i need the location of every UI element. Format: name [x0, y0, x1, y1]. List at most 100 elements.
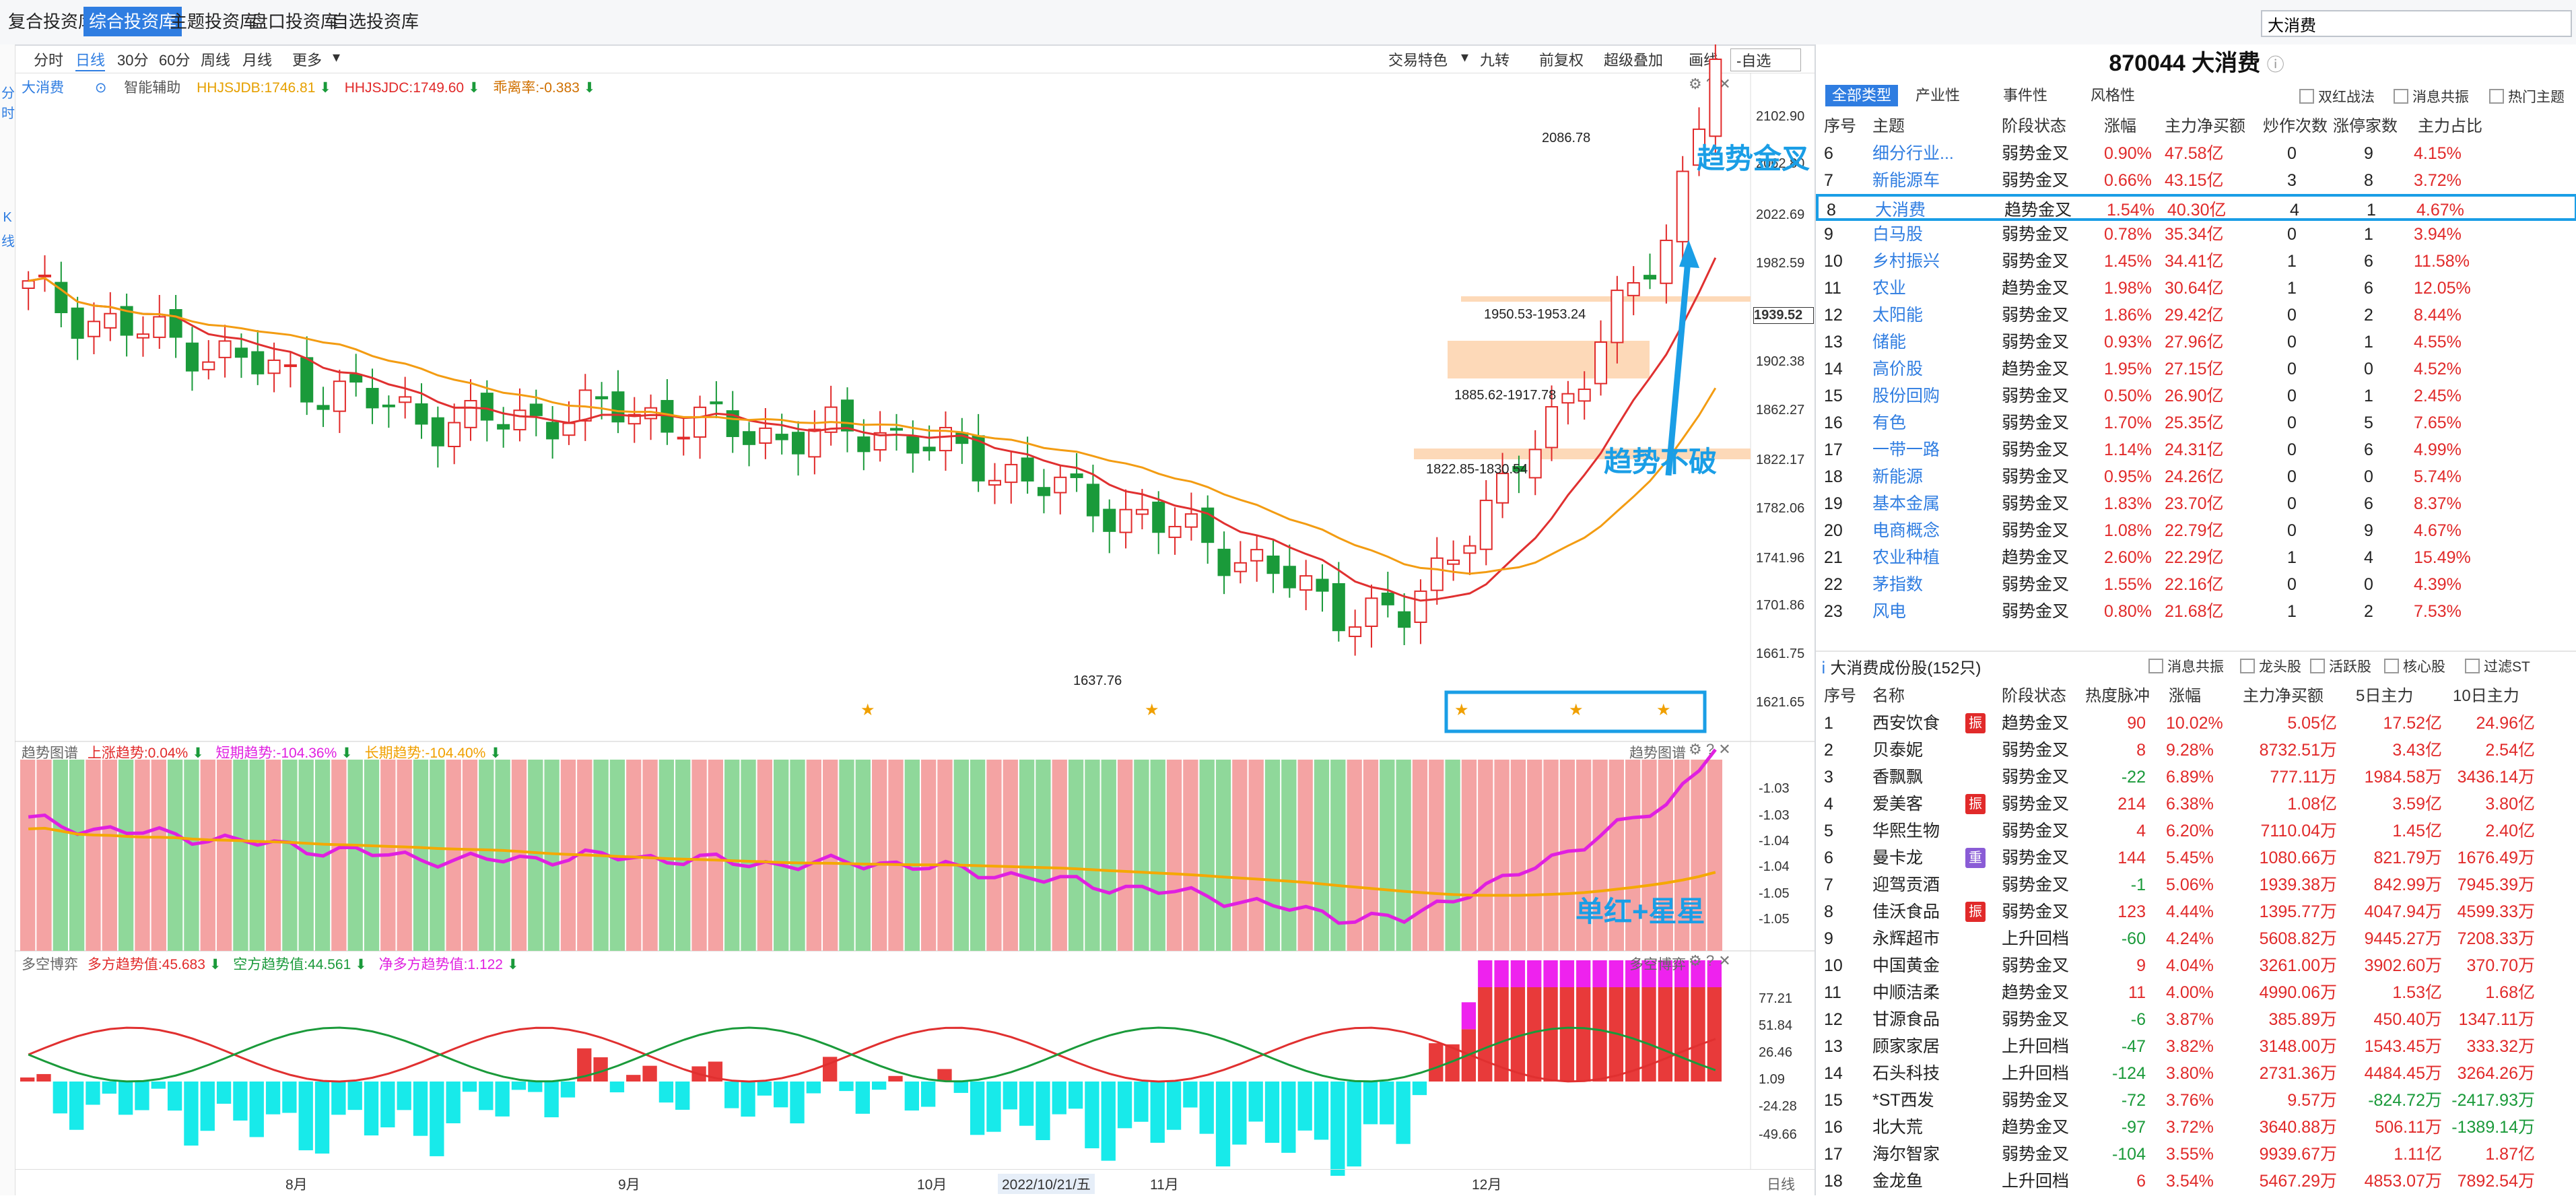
theme-cell[interactable]: 太阳能 [1872, 306, 1924, 325]
tab-industry[interactable]: 产业性 [1916, 87, 1961, 104]
info-icon[interactable]: ⓘ [2266, 55, 2284, 75]
theme-row[interactable]: 19 基本金属 弱势金叉 1.83% 23.70亿 0 6 8.37% [1816, 490, 2576, 517]
stock-row[interactable]: 16 北大荒 趋势金叉 -97 3.72% 3640.88万 506.11万 -1389.14… [1816, 1114, 2576, 1141]
theme-cell[interactable]: 电商概念 [1872, 521, 1940, 540]
chevron-down-icon[interactable]: ▾ [333, 48, 341, 65]
theme-row[interactable]: 22 茅指数 弱势金叉 1.55% 22.16亿 0 0 4.39% [1816, 571, 2576, 598]
stock-row[interactable]: 1 西安饮食 趋势金叉 90 10.02% 5.05亿 17.52亿 24.96亿 振 [1816, 710, 2576, 737]
period-30min[interactable]: 30分 [117, 52, 149, 69]
theme-row[interactable]: 23 风电 弱势金叉 0.80% 21.68亿 1 2 7.53% [1816, 598, 2576, 625]
theme-row[interactable]: 6 细分行业... 弱势金叉 0.90% 47.58亿 0 9 4.15% [1816, 140, 2576, 167]
stock-row[interactable]: 11 中顺洁柔 趋势金叉 11 4.00% 4990.06万 1.53亿 1.68亿 [1816, 979, 2576, 1006]
header-stage[interactable]: 阶段状态 [2002, 117, 2066, 135]
adjust-menu[interactable]: 前复权 [1539, 52, 1584, 69]
theme-row[interactable]: 10 乡村振兴 弱势金叉 1.45% 34.41亿 1 6 11.58% [1816, 248, 2576, 275]
header-index[interactable]: 序号 [1824, 687, 1856, 705]
candlestick-chart[interactable]: ★ ★ ★ ★ ★ [0, 44, 1815, 1195]
filter-news-resonance[interactable]: 消息共振 [2394, 86, 2469, 106]
stock-row[interactable]: 8 佳沃食品 弱势金叉 123 4.44% 1395.77万 4047.94万 4599.33… [1816, 898, 2576, 925]
period-more[interactable]: 更多 [292, 52, 323, 69]
stock-row[interactable]: 12 甘源食品 弱势金叉 -6 3.87% 385.89万 450.40万 1347.11万 [1816, 1006, 2576, 1033]
theme-row[interactable]: 20 电商概念 弱势金叉 1.08% 22.79亿 0 9 4.67% [1816, 517, 2576, 544]
stock-row[interactable]: 15 *ST西发 弱势金叉 -72 3.76% 9.57万 -824.72万 -2417.93… [1816, 1087, 2576, 1114]
settings-icon[interactable]: ⚙ [1689, 75, 1702, 92]
theme-row[interactable]: 13 储能 弱势金叉 0.93% 27.96亿 0 1 4.55% [1816, 329, 2576, 356]
theme-cell[interactable]: 农业种植 [1872, 548, 1940, 567]
search-input[interactable] [2262, 11, 2571, 36]
theme-row[interactable]: 18 新能源 弱势金叉 0.95% 24.26亿 0 0 5.74% [1816, 463, 2576, 490]
header-stage[interactable]: 阶段状态 [2002, 687, 2066, 705]
header-main-ratio[interactable]: 主力占比 [2418, 117, 2482, 135]
theme-row[interactable]: 14 高价股 趋势金叉 1.95% 27.15亿 0 0 4.52% [1816, 356, 2576, 383]
theme-row[interactable]: 7 新能源车 弱势金叉 0.66% 43.15亿 3 8 3.72% [1816, 167, 2576, 194]
close-icon[interactable]: ✕ [1718, 741, 1731, 758]
header-limit-up-count[interactable]: 涨停家数 [2333, 117, 2398, 135]
period-monthly[interactable]: 月线 [242, 52, 273, 69]
settings-icon[interactable]: ⚙ [1689, 952, 1702, 969]
theme-row[interactable]: 8 大消费 趋势金叉 1.54% 40.30亿 4 1 4.67% [1816, 194, 2576, 221]
stock-row[interactable]: 18 金龙鱼 上升回档 6 3.54% 5467.29万 4853.07万 7892.54万 [1816, 1168, 2576, 1195]
filter-hot-theme[interactable]: 热门主题 [2489, 86, 2565, 106]
theme-row[interactable]: 9 白马股 弱势金叉 0.78% 35.34亿 0 1 3.94% [1816, 221, 2576, 248]
nine-turn-toggle[interactable]: 九转 [1480, 52, 1510, 69]
stock-row[interactable]: 13 顾家家居 上升回档 -47 3.82% 3148.00万 1543.45万 333.32… [1816, 1033, 2576, 1060]
theme-row[interactable]: 16 有色 弱势金叉 1.70% 25.35亿 0 5 7.65% [1816, 409, 2576, 436]
filter-double-red[interactable]: 双红战法 [2299, 86, 2375, 106]
strip-label[interactable]: 分 [1, 86, 15, 101]
period-intraday[interactable]: 分时 [34, 52, 64, 69]
chevron-down-icon[interactable]: ▾ [1461, 48, 1469, 65]
theme-row[interactable]: 15 股份回购 弱势金叉 0.50% 26.90亿 0 1 2.45% [1816, 383, 2576, 409]
stock-row[interactable]: 10 中国黄金 弱势金叉 9 4.04% 3261.00万 3902.60万 370.70万 [1816, 952, 2576, 979]
theme-row[interactable]: 21 农业种植 趋势金叉 2.60% 22.29亿 1 4 15.49% [1816, 544, 2576, 571]
theme-cell[interactable]: 高价股 [1872, 360, 1924, 378]
expand-icon[interactable]: ⊙ [94, 80, 107, 96]
theme-cell[interactable]: 有色 [1872, 413, 1907, 432]
filter-exclude-st[interactable]: 过滤ST [2465, 656, 2530, 676]
stock-row[interactable]: 6 曼卡龙 弱势金叉 144 5.45% 1080.66万 821.79万 1676.49万 重 [1816, 844, 2576, 871]
theme-cell[interactable]: 乡村振兴 [1872, 252, 1940, 271]
period-weekly[interactable]: 周线 [201, 52, 231, 69]
tab-all-types[interactable]: 全部类型 [1825, 85, 1899, 106]
help-icon[interactable]: ? [1705, 952, 1715, 969]
tab-style[interactable]: 风格性 [2091, 87, 2136, 104]
strip-label[interactable]: 时 [1, 106, 15, 121]
theme-cell[interactable]: 储能 [1872, 333, 1907, 352]
stock-row[interactable]: 14 石头科技 上升回档 -124 3.80% 2731.36万 4484.45万 3264.… [1816, 1060, 2576, 1087]
close-icon[interactable]: ✕ [1718, 952, 1731, 969]
theme-cell[interactable]: 茅指数 [1872, 575, 1924, 594]
strip-label[interactable]: K [3, 210, 12, 225]
theme-cell[interactable]: 风电 [1872, 602, 1907, 621]
stock-row[interactable]: 17 海尔智家 弱势金叉 -104 3.55% 9939.67万 1.11亿 1.87亿 [1816, 1141, 2576, 1168]
period-60min[interactable]: 60分 [159, 52, 191, 69]
theme-cell[interactable]: 股份回购 [1872, 387, 1940, 405]
theme-row[interactable]: 11 农业 趋势金叉 1.98% 30.64亿 1 6 12.05% [1816, 275, 2576, 302]
header-index[interactable]: 序号 [1824, 117, 1856, 135]
stock-row[interactable]: 3 香飘飘 弱势金叉 -22 6.89% 777.11万 1984.58万 3436.14万 [1816, 764, 2576, 791]
theme-row[interactable]: 17 一带一路 弱势金叉 1.14% 24.31亿 0 6 4.99% [1816, 436, 2576, 463]
stock-row[interactable]: 2 贝泰妮 弱势金叉 8 9.28% 8732.51万 3.43亿 2.54亿 [1816, 737, 2576, 764]
filter-leader[interactable]: 龙头股 [2240, 656, 2301, 676]
header-change[interactable]: 涨幅 [2104, 117, 2136, 135]
settings-icon[interactable]: ⚙ [1689, 741, 1702, 758]
theme-cell[interactable]: 基本金属 [1872, 494, 1940, 513]
tab-custom-library[interactable]: 自选投资库 [331, 11, 419, 32]
stock-row[interactable]: 4 爱美客 弱势金叉 214 6.38% 1.08亿 3.59亿 3.80亿 振 [1816, 791, 2576, 818]
period-daily[interactable]: 日线 [75, 48, 106, 71]
header-5d-main[interactable]: 5日主力 [2356, 687, 2414, 705]
filter-news[interactable]: 消息共振 [2148, 656, 2224, 676]
theme-cell[interactable]: 大消费 [1875, 201, 1926, 220]
header-main-net-buy[interactable]: 主力净买额 [2165, 117, 2245, 135]
filter-active[interactable]: 活跃股 [2310, 656, 2371, 676]
custom-select[interactable]: -自选 [1730, 48, 1802, 71]
tab-comprehensive-library[interactable]: 综合投资库 [83, 7, 182, 36]
help-icon[interactable]: ? [1705, 741, 1715, 758]
header-main-net-buy[interactable]: 主力净买额 [2243, 687, 2324, 705]
filter-core[interactable]: 核心股 [2384, 656, 2445, 676]
theme-cell[interactable]: 一带一路 [1872, 440, 1940, 459]
strip-label[interactable]: 线 [1, 234, 15, 249]
stock-row[interactable]: 9 永辉超市 上升回档 -60 4.24% 5608.82万 9445.27万 7208.33… [1816, 925, 2576, 952]
header-theme[interactable]: 主题 [1872, 117, 1905, 135]
overlay-menu[interactable]: 超级叠加 [1604, 52, 1664, 69]
header-10d-main[interactable]: 10日主力 [2453, 687, 2519, 705]
tab-composite-library[interactable]: 复合投资库 [8, 11, 96, 32]
